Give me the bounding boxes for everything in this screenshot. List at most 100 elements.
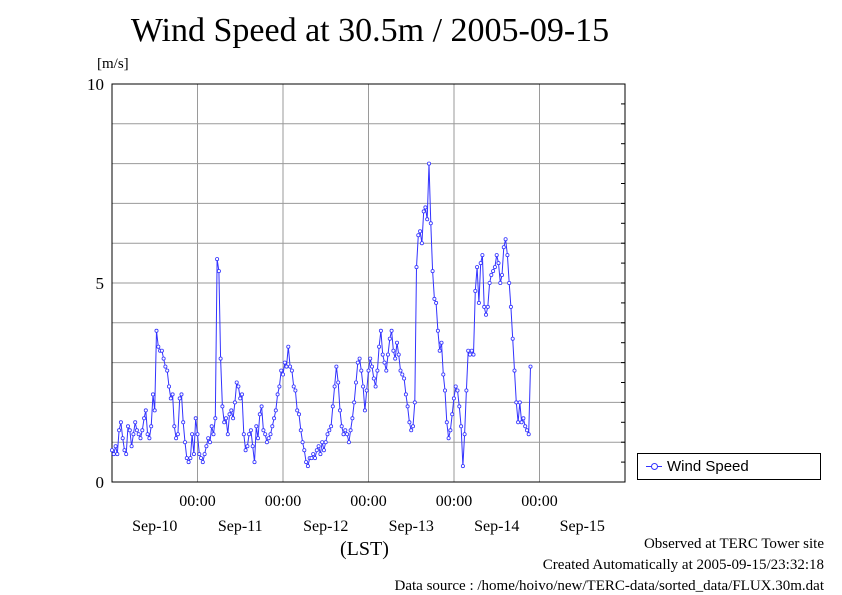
data-point <box>239 392 244 397</box>
data-point <box>291 384 296 389</box>
data-point <box>384 368 389 373</box>
data-point <box>510 336 515 341</box>
data-point <box>519 420 524 425</box>
x-date-label: Sep-13 <box>389 518 434 535</box>
x-date-label: Sep-10 <box>132 518 177 535</box>
data-point <box>150 392 155 397</box>
data-point <box>288 364 293 369</box>
footnote-created: Created Automatically at 2005-09-15/23:3… <box>542 557 824 573</box>
data-point <box>118 420 123 425</box>
data-point <box>498 280 503 285</box>
data-point <box>293 388 298 393</box>
data-point <box>346 440 351 445</box>
data-point <box>138 436 143 441</box>
data-point <box>396 352 401 357</box>
data-point <box>377 344 382 349</box>
data-point <box>362 408 367 413</box>
data-point <box>312 456 317 461</box>
data-point <box>483 312 488 317</box>
data-point <box>398 368 403 373</box>
x-time-label: 00:00 <box>521 493 557 510</box>
data-point <box>323 440 328 445</box>
data-point <box>159 348 164 353</box>
data-point <box>115 452 120 457</box>
data-point <box>122 448 127 453</box>
data-point <box>378 328 383 333</box>
data-point <box>425 217 430 222</box>
wind-speed-series <box>110 161 533 469</box>
data-point <box>393 356 398 361</box>
data-point <box>423 205 428 210</box>
data-point <box>304 460 309 465</box>
data-point <box>480 253 485 258</box>
data-point <box>380 352 385 357</box>
data-point <box>314 448 319 453</box>
data-point <box>181 420 186 425</box>
x-time-label: 00:00 <box>350 493 386 510</box>
data-point <box>177 396 182 401</box>
data-point <box>426 161 431 166</box>
y-tick-label: 0 <box>96 473 105 492</box>
data-point <box>166 384 171 389</box>
data-point <box>117 428 122 433</box>
grid-lines <box>112 84 625 482</box>
data-point <box>111 452 116 457</box>
data-point <box>275 392 280 397</box>
data-point <box>174 436 179 441</box>
data-point <box>453 384 458 389</box>
data-point <box>198 456 203 461</box>
data-point <box>366 368 371 373</box>
data-point <box>332 384 337 389</box>
data-point <box>421 209 426 214</box>
data-point <box>218 356 223 361</box>
data-point <box>113 444 118 449</box>
data-point <box>168 396 173 401</box>
data-point <box>161 356 166 361</box>
data-point <box>385 352 390 357</box>
x-time-label: 00:00 <box>265 493 301 510</box>
data-point <box>134 428 139 433</box>
data-point <box>339 424 344 429</box>
data-point <box>414 265 419 270</box>
data-point <box>499 272 504 277</box>
data-point <box>286 344 291 349</box>
data-point <box>202 452 207 457</box>
data-point <box>143 408 148 413</box>
data-point <box>234 380 239 385</box>
data-point <box>227 412 232 417</box>
data-point <box>127 428 132 433</box>
data-point <box>526 432 531 437</box>
data-point <box>263 432 268 437</box>
data-point <box>435 328 440 333</box>
data-point <box>368 356 373 361</box>
data-point <box>464 388 469 393</box>
data-point <box>410 424 415 429</box>
data-point <box>343 428 348 433</box>
data-point <box>494 253 499 258</box>
data-point <box>223 416 228 421</box>
data-point <box>348 428 353 433</box>
x-date-label: Sep-11 <box>218 518 263 535</box>
x-date-label: Sep-12 <box>303 518 348 535</box>
data-point <box>257 412 262 417</box>
data-point <box>330 404 335 409</box>
data-point <box>487 280 492 285</box>
data-point <box>120 436 125 441</box>
data-point <box>528 364 533 369</box>
data-point <box>295 408 300 413</box>
data-point <box>357 356 362 361</box>
data-point <box>179 392 184 397</box>
data-point <box>523 424 528 429</box>
data-point <box>216 269 221 274</box>
data-point <box>521 416 526 421</box>
data-point <box>289 368 294 373</box>
data-point <box>200 460 205 465</box>
data-point <box>259 404 264 409</box>
data-point <box>266 436 271 441</box>
data-point <box>154 328 159 333</box>
data-point <box>476 300 481 305</box>
data-point <box>126 424 131 429</box>
data-point <box>182 440 187 445</box>
data-point <box>255 436 260 441</box>
data-point <box>252 460 257 465</box>
